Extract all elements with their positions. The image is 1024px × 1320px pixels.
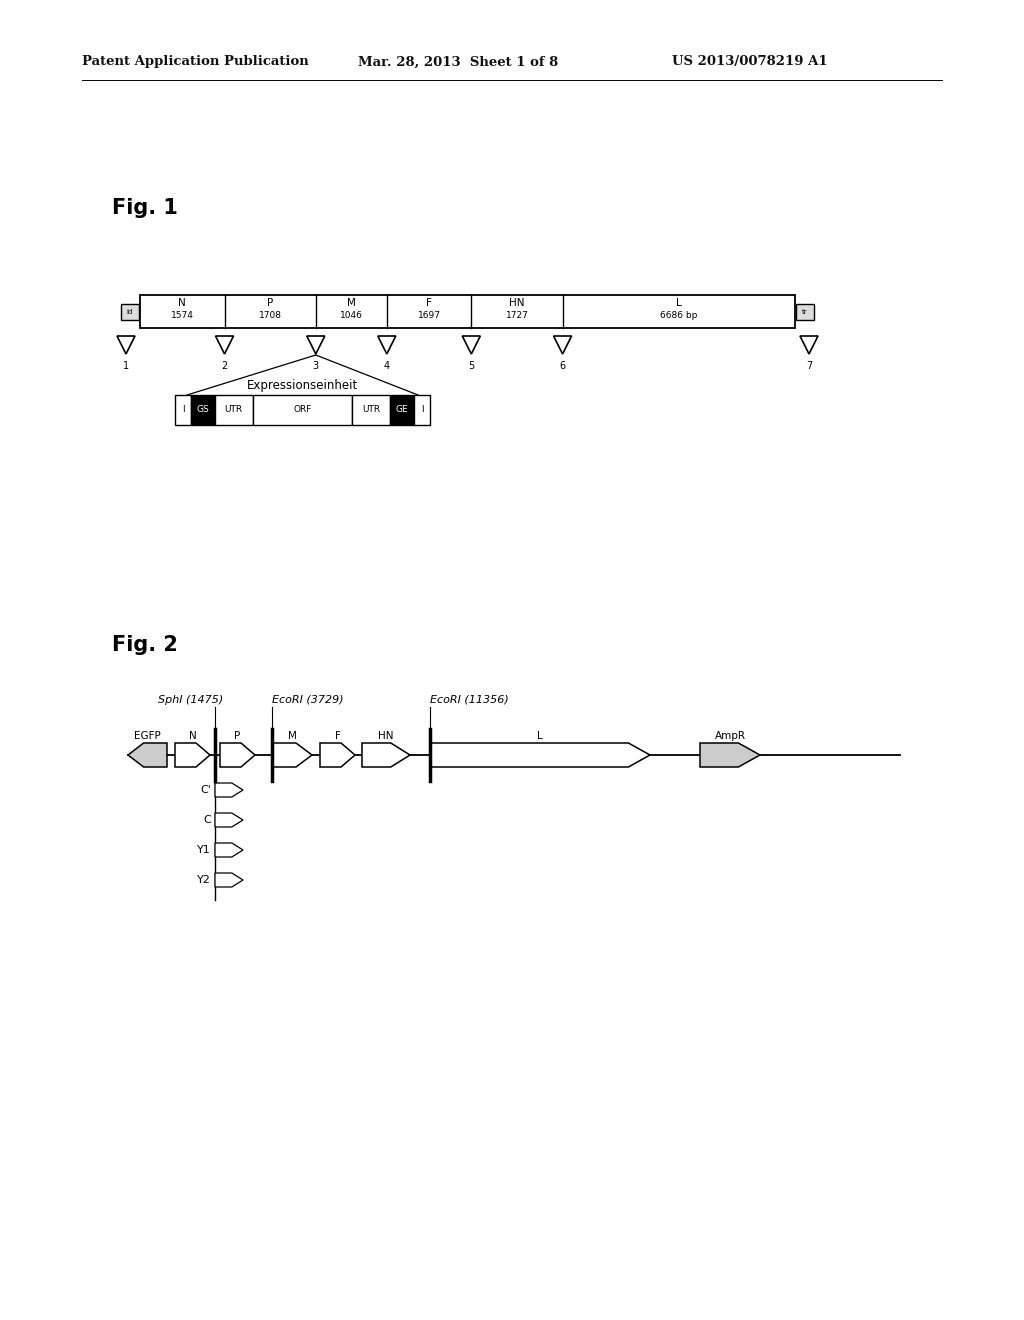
- Text: 3: 3: [312, 360, 318, 371]
- Polygon shape: [215, 783, 243, 797]
- Polygon shape: [215, 843, 243, 857]
- Text: EcoRI (3729): EcoRI (3729): [272, 696, 344, 705]
- Text: tr: tr: [802, 309, 808, 314]
- Text: 1697: 1697: [418, 310, 440, 319]
- Text: P: P: [234, 731, 241, 741]
- Text: 6686 bp: 6686 bp: [660, 310, 697, 319]
- Polygon shape: [430, 743, 650, 767]
- Polygon shape: [215, 873, 243, 887]
- Polygon shape: [272, 743, 312, 767]
- Text: 1727: 1727: [506, 310, 528, 319]
- Text: GE: GE: [396, 405, 409, 414]
- Text: 2: 2: [221, 360, 227, 371]
- Text: Patent Application Publication: Patent Application Publication: [82, 55, 309, 69]
- Text: C: C: [203, 814, 211, 825]
- Text: 1574: 1574: [171, 310, 194, 319]
- Polygon shape: [319, 743, 355, 767]
- Text: EGFP: EGFP: [134, 731, 161, 741]
- Text: GS: GS: [197, 405, 209, 414]
- Bar: [175, 395, 191, 425]
- Polygon shape: [175, 743, 210, 767]
- Text: UTR: UTR: [224, 405, 243, 414]
- Text: L: L: [538, 731, 543, 741]
- Text: M: M: [288, 731, 296, 741]
- Bar: [121, 304, 139, 319]
- Text: C': C': [200, 785, 211, 795]
- Bar: [414, 395, 430, 425]
- Text: Y2: Y2: [198, 875, 211, 884]
- Text: L: L: [676, 298, 682, 308]
- Text: M: M: [347, 298, 355, 308]
- Text: 5: 5: [468, 360, 474, 371]
- Text: 1: 1: [123, 360, 129, 371]
- Text: Fig. 1: Fig. 1: [112, 198, 178, 218]
- Text: Mar. 28, 2013  Sheet 1 of 8: Mar. 28, 2013 Sheet 1 of 8: [358, 55, 558, 69]
- Text: 6: 6: [559, 360, 565, 371]
- Bar: [796, 304, 814, 319]
- Polygon shape: [220, 743, 255, 767]
- Bar: [253, 395, 352, 425]
- Bar: [140, 294, 795, 327]
- Polygon shape: [128, 743, 167, 767]
- Bar: [191, 395, 215, 425]
- Text: 1708: 1708: [259, 310, 282, 319]
- Text: HN: HN: [378, 731, 394, 741]
- Bar: [390, 395, 414, 425]
- Bar: [352, 395, 390, 425]
- Text: Y1: Y1: [198, 845, 211, 855]
- Polygon shape: [215, 813, 243, 828]
- Text: N: N: [188, 731, 197, 741]
- Text: F: F: [335, 731, 340, 741]
- Text: 7: 7: [806, 360, 812, 371]
- Bar: [215, 395, 253, 425]
- Text: Expressionseinheit: Expressionseinheit: [247, 379, 358, 392]
- Text: N: N: [178, 298, 186, 308]
- Text: 1046: 1046: [340, 310, 362, 319]
- Text: SphI (1475): SphI (1475): [158, 696, 223, 705]
- Text: AmpR: AmpR: [715, 731, 745, 741]
- Text: I: I: [421, 405, 423, 414]
- Text: I: I: [181, 405, 184, 414]
- Text: ld: ld: [127, 309, 133, 314]
- Text: EcoRI (11356): EcoRI (11356): [430, 696, 509, 705]
- Text: US 2013/0078219 A1: US 2013/0078219 A1: [672, 55, 827, 69]
- Polygon shape: [700, 743, 760, 767]
- Text: ORF: ORF: [293, 405, 311, 414]
- Text: P: P: [267, 298, 273, 308]
- Text: HN: HN: [509, 298, 524, 308]
- Text: Fig. 2: Fig. 2: [112, 635, 178, 655]
- Polygon shape: [362, 743, 410, 767]
- Text: UTR: UTR: [362, 405, 380, 414]
- Text: F: F: [426, 298, 432, 308]
- Text: 4: 4: [384, 360, 390, 371]
